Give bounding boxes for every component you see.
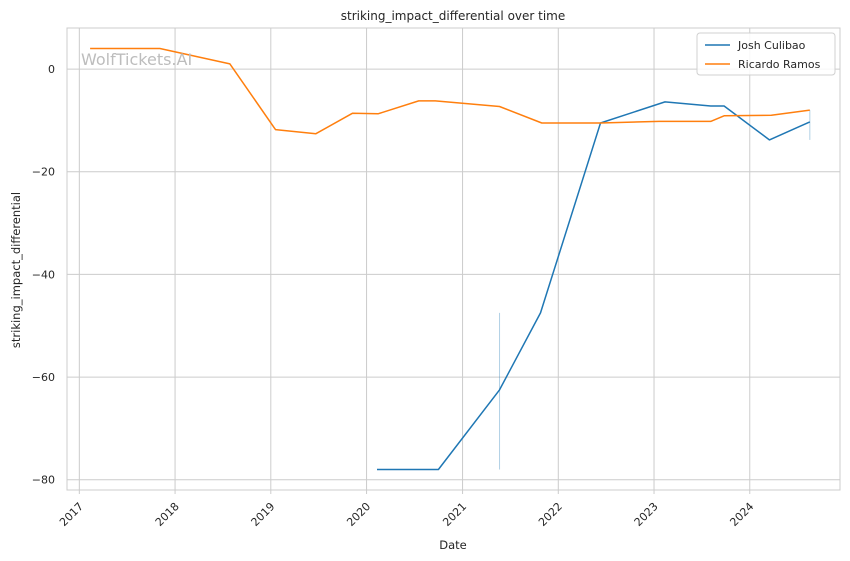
series-line-josh-culibao: [377, 101, 811, 471]
series-line-ricardo-ramos: [90, 47, 810, 135]
y-tick-label: −40: [32, 268, 55, 281]
legend: Josh Culibao Ricardo Ramos: [696, 32, 836, 76]
watermark: WolfTickets.AI: [81, 50, 192, 69]
error-bars: [499, 110, 811, 470]
y-tick-label: −80: [32, 474, 55, 487]
y-tick-label: −20: [32, 166, 55, 179]
y-tick-label: 0: [48, 63, 55, 76]
legend-box: [696, 32, 836, 76]
x-axis-title: Date: [439, 538, 467, 552]
chart-title: striking_impact_differential over time: [341, 9, 566, 23]
plot-frame: [66, 27, 841, 491]
legend-label-josh: Josh Culibao: [737, 39, 806, 52]
y-tick-label: −60: [32, 371, 55, 384]
y-tick-labels: 0 −20 −40 −60 −80: [32, 63, 55, 487]
axes-frame: [66, 27, 841, 491]
series-lines: [90, 47, 811, 471]
y-axis-title: striking_impact_differential: [9, 192, 23, 348]
legend-label-ricardo: Ricardo Ramos: [738, 58, 821, 71]
